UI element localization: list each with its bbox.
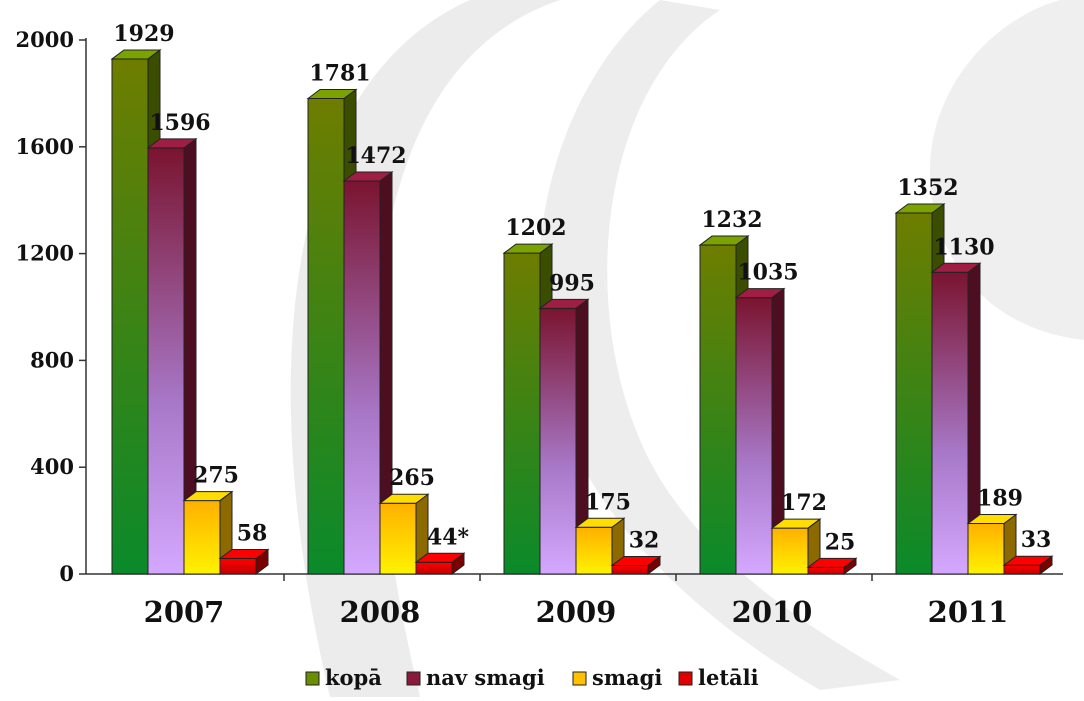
legend-swatch	[678, 671, 693, 686]
data-label: 175	[585, 489, 631, 515]
bar-top	[182, 491, 234, 502]
bar-front	[343, 180, 381, 575]
x-category-label: 2008	[340, 595, 421, 629]
legend-label: kopā	[325, 665, 382, 690]
bar-top	[306, 88, 358, 99]
bar	[218, 548, 270, 575]
legend-swatch	[406, 671, 421, 686]
data-label: 1202	[505, 215, 566, 241]
x-category-label: 2009	[536, 595, 617, 629]
bar-front	[183, 500, 221, 575]
legend-label: letāli	[698, 665, 759, 690]
bar	[182, 490, 234, 575]
bar-front	[699, 244, 737, 575]
bar-top	[378, 493, 430, 504]
bar-front	[111, 58, 149, 575]
bar-top	[342, 171, 394, 182]
legend-label: smagi	[592, 665, 662, 690]
legend-label: nav smagi	[426, 665, 545, 690]
data-label: 275	[193, 463, 239, 489]
bars	[110, 48, 1054, 575]
data-label: 58	[237, 521, 268, 547]
bar	[610, 555, 662, 575]
bar	[574, 517, 626, 575]
data-label: 189	[977, 486, 1023, 512]
data-label: 32	[629, 527, 660, 553]
data-label: 33	[1021, 527, 1052, 553]
data-label: 1352	[897, 175, 958, 201]
category-labels: 2007 2008 2009 2010 2011	[144, 595, 1009, 629]
bar-top	[1002, 555, 1054, 566]
data-labels: 1929 1781 1202 1232 1352 1596 1472 995 1035 1130 2…	[113, 21, 1051, 555]
bar-top	[966, 514, 1018, 525]
bar-top	[414, 552, 466, 563]
y-axis-ticks: 0 400 800 1200 1600 2000	[16, 27, 86, 586]
y-tick-label: 2000	[16, 27, 74, 52]
bar-top	[894, 203, 946, 214]
y-tick-label: 1600	[16, 134, 74, 159]
bar-front	[379, 502, 417, 575]
bar-front	[219, 558, 257, 575]
bar	[414, 552, 466, 575]
data-label: 1472	[345, 143, 406, 169]
y-tick-label: 400	[30, 454, 74, 479]
bar-front	[575, 526, 613, 575]
data-label: 25	[825, 529, 856, 555]
data-label: 1232	[701, 207, 762, 233]
bar-front	[307, 97, 345, 575]
data-label: 1130	[933, 234, 994, 260]
data-label: 172	[781, 490, 827, 516]
bar-top	[770, 518, 822, 529]
bar	[734, 287, 786, 575]
bar-top	[806, 557, 858, 568]
data-label: 265	[389, 465, 435, 491]
bar-front	[967, 523, 1005, 575]
bar	[146, 137, 198, 575]
bar-top	[734, 288, 786, 299]
bar-top	[218, 549, 270, 560]
bar-front	[807, 566, 845, 575]
data-label: 44*	[427, 524, 470, 550]
bar-front	[539, 307, 577, 575]
bar-top	[610, 555, 662, 566]
legend-swatch	[572, 671, 587, 686]
data-label: 1781	[309, 60, 370, 86]
bar-top	[698, 235, 750, 246]
bar-front	[895, 212, 933, 575]
y-tick-label: 0	[59, 561, 74, 586]
bar-front	[415, 561, 453, 575]
bar	[1002, 555, 1054, 575]
bar-front	[931, 271, 969, 575]
y-tick-label: 800	[30, 347, 74, 372]
bar	[930, 262, 982, 575]
bar-top	[930, 262, 982, 273]
bar-top	[146, 138, 198, 149]
x-category-label: 2011	[928, 595, 1009, 629]
legend-swatch	[305, 671, 320, 686]
bar	[538, 298, 590, 575]
bar-front	[503, 252, 541, 575]
bar-front	[735, 297, 773, 575]
bar-front	[1003, 564, 1041, 575]
bar-top	[538, 298, 590, 309]
data-label: 995	[549, 270, 595, 296]
bar-top	[110, 49, 162, 60]
bar-front	[771, 527, 809, 575]
data-label: 1929	[113, 21, 174, 47]
x-category-label: 2010	[732, 595, 813, 629]
bar-top	[574, 517, 626, 528]
x-category-label: 2007	[144, 595, 225, 629]
data-label: 1596	[149, 110, 210, 136]
bar	[806, 557, 858, 575]
bar-top	[502, 243, 554, 254]
bar-front	[147, 147, 185, 575]
y-tick-label: 1200	[16, 241, 74, 266]
bar	[342, 170, 394, 575]
bar-front	[611, 564, 649, 575]
legend: kopā nav smagi smagi letāli	[305, 665, 759, 690]
data-label: 1035	[737, 260, 798, 286]
